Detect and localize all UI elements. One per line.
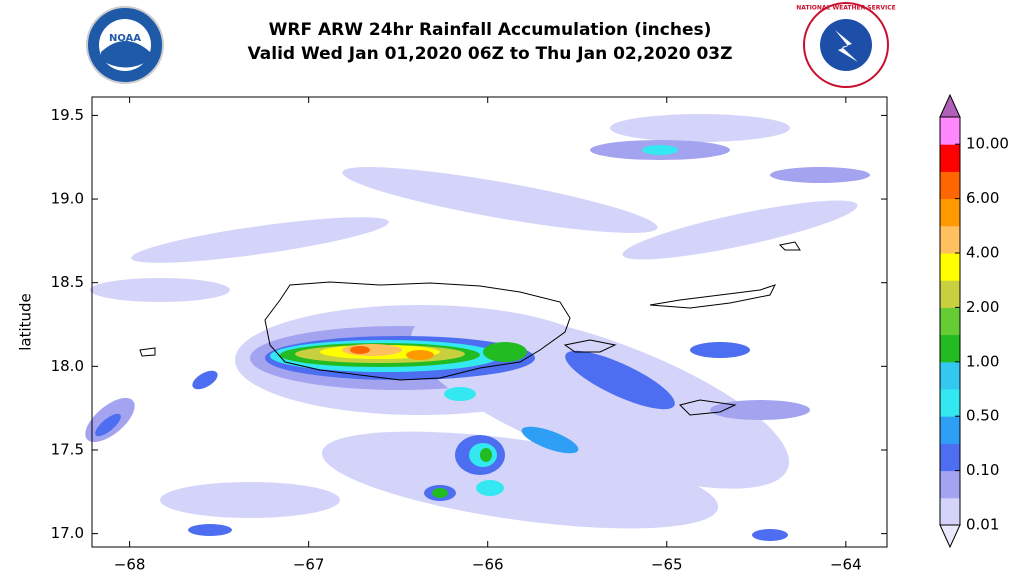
x-tick-label: −67 [293,556,325,574]
colorbar-segment [940,334,960,363]
noaa-logo: NOAA [86,6,164,84]
colorbar-segment [940,361,960,390]
plot-frame [91,96,888,548]
y-tick-label: 17.5 [51,440,84,458]
colorbar-over [939,93,961,118]
colorbar-segment [940,171,960,200]
colorbar-segment [940,144,960,172]
colorbar-segment [940,117,960,145]
logo-text: NATIONAL WEATHER SERVICE [796,5,895,12]
x-tick-label: −65 [651,556,683,574]
y-tick-label: 18.5 [51,273,84,291]
colorbar-label: 4.00 [966,244,999,262]
colorbar-label: 0.01 [966,516,999,534]
y-tick-label: 19.5 [51,106,84,124]
y-tick-label: 18.0 [51,357,84,375]
y-axis-label: latitude [17,293,35,351]
colorbar-label: 0.10 [966,461,999,479]
y-tick-label: 17.0 [51,524,84,542]
coastlines [139,241,801,416]
x-tick-label: −66 [472,556,504,574]
colorbar-label: 2.00 [966,298,999,316]
colorbar-segment [940,198,960,227]
rainfall-field [85,97,887,547]
colorbar-segment [940,307,960,336]
colorbar-segment [940,253,960,281]
colorbar-frame [939,116,961,526]
nws-logo: NATIONAL WEATHER SERVICE [796,2,896,88]
colorbar-label: 1.00 [966,352,999,370]
colorbar-segment [940,497,960,526]
colorbar-label: 10.00 [966,135,1009,153]
colorbar-segment [940,389,960,417]
colorbar-segment [940,470,960,499]
chart-subtitle: Valid Wed Jan 01,2020 06Z to Thu Jan 02,… [248,44,733,64]
colorbar-segment [940,225,960,254]
x-tick-label: −64 [830,556,862,574]
colorbar-label: 6.00 [966,189,999,207]
y-tick-label: 19.0 [51,190,84,208]
colorbar-segment [940,416,960,444]
colorbar-segment [940,443,960,472]
colorbar-under [939,524,961,549]
logo-text: NOAA [109,33,141,44]
x-tick-label: −68 [114,556,146,574]
colorbar-segment [940,280,960,308]
chart-title: WRF ARW 24hr Rainfall Accumulation (inch… [269,20,712,40]
colorbar-label: 0.50 [966,407,999,425]
